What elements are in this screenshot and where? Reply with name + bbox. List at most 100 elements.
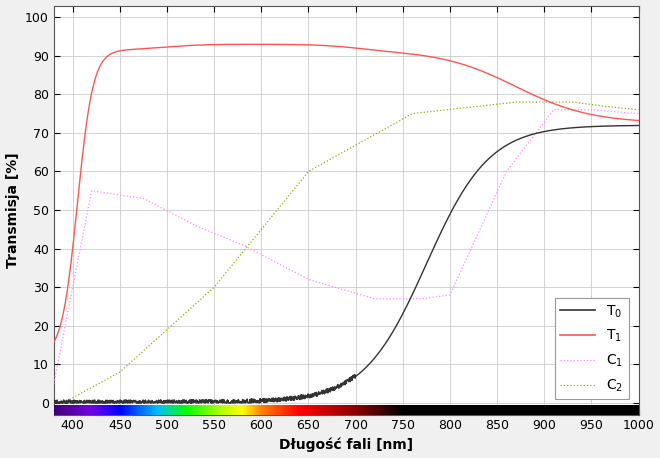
Bar	[189, 405, 190, 414]
Bar	[115, 405, 117, 414]
Bar	[231, 405, 232, 414]
Bar	[380, 405, 381, 414]
Bar	[261, 405, 262, 414]
Bar	[176, 405, 177, 414]
Bar	[245, 405, 246, 414]
Bar	[230, 405, 231, 414]
Bar	[54, 405, 55, 414]
Bar	[328, 405, 329, 414]
Bar	[194, 405, 195, 414]
Bar	[258, 405, 259, 414]
Bar	[313, 405, 314, 414]
Bar	[207, 405, 209, 414]
Bar	[290, 405, 291, 414]
Bar	[388, 405, 389, 414]
Bar	[294, 405, 296, 414]
Bar	[183, 405, 184, 414]
Bar	[182, 405, 183, 414]
Bar	[379, 405, 380, 414]
Bar	[235, 405, 236, 414]
Bar	[168, 405, 169, 414]
Bar	[352, 405, 353, 414]
Bar	[397, 405, 399, 414]
Bar	[180, 405, 182, 414]
Bar	[141, 405, 142, 414]
Bar	[370, 405, 372, 414]
Bar	[239, 405, 240, 414]
Bar	[246, 405, 247, 414]
Bar	[400, 405, 401, 414]
X-axis label: Długość fali [nm]: Długość fali [nm]	[279, 438, 413, 453]
Bar	[321, 405, 323, 414]
Bar	[359, 405, 360, 414]
Bar	[65, 405, 66, 414]
Bar	[347, 405, 348, 414]
Bar	[73, 405, 74, 414]
Bar	[385, 405, 386, 414]
Bar	[193, 405, 194, 414]
Bar	[345, 405, 346, 414]
Bar	[74, 405, 75, 414]
Bar	[217, 405, 218, 414]
Bar	[283, 405, 284, 414]
Bar	[389, 405, 391, 414]
Bar	[351, 405, 352, 414]
Bar	[259, 405, 261, 414]
Bar	[76, 405, 77, 414]
Bar	[247, 405, 248, 414]
Bar	[117, 405, 118, 414]
Bar	[186, 405, 187, 414]
Bar	[161, 405, 162, 414]
Bar	[82, 405, 84, 414]
Bar	[135, 405, 136, 414]
Bar	[278, 405, 279, 414]
Bar	[225, 405, 226, 414]
Bar	[317, 405, 318, 414]
Bar	[305, 405, 306, 414]
Bar	[149, 405, 150, 414]
Bar	[314, 405, 315, 414]
Bar	[184, 405, 185, 414]
Bar	[275, 405, 277, 414]
Bar	[399, 405, 400, 414]
Bar	[332, 405, 333, 414]
Bar	[252, 405, 253, 414]
Bar	[156, 405, 157, 414]
Bar	[144, 405, 145, 414]
Bar	[392, 405, 393, 414]
Y-axis label: Transmisja [%]: Transmisja [%]	[5, 152, 20, 268]
Bar	[166, 405, 167, 414]
Bar	[61, 405, 63, 414]
Bar	[277, 405, 278, 414]
Bar	[185, 405, 186, 414]
Bar	[120, 405, 121, 414]
Bar	[269, 405, 270, 414]
Bar	[362, 405, 364, 414]
Bar	[257, 405, 258, 414]
Bar	[267, 405, 269, 414]
Bar	[264, 405, 265, 414]
Bar	[148, 405, 149, 414]
Bar	[373, 405, 374, 414]
Bar	[355, 405, 356, 414]
Bar	[325, 405, 326, 414]
Bar	[218, 405, 220, 414]
Bar	[68, 405, 69, 414]
Bar	[129, 405, 130, 414]
Bar	[94, 405, 95, 414]
Bar	[391, 405, 392, 414]
Bar	[147, 405, 148, 414]
Bar	[300, 405, 301, 414]
Bar	[249, 405, 250, 414]
Bar	[236, 405, 237, 414]
Bar	[374, 405, 375, 414]
Bar	[329, 405, 331, 414]
Bar	[81, 405, 82, 414]
Bar	[262, 405, 263, 414]
Bar	[125, 405, 126, 414]
Bar	[306, 405, 307, 414]
Bar	[127, 405, 128, 414]
Bar	[339, 405, 340, 414]
Bar	[128, 405, 129, 414]
Bar	[195, 405, 196, 414]
